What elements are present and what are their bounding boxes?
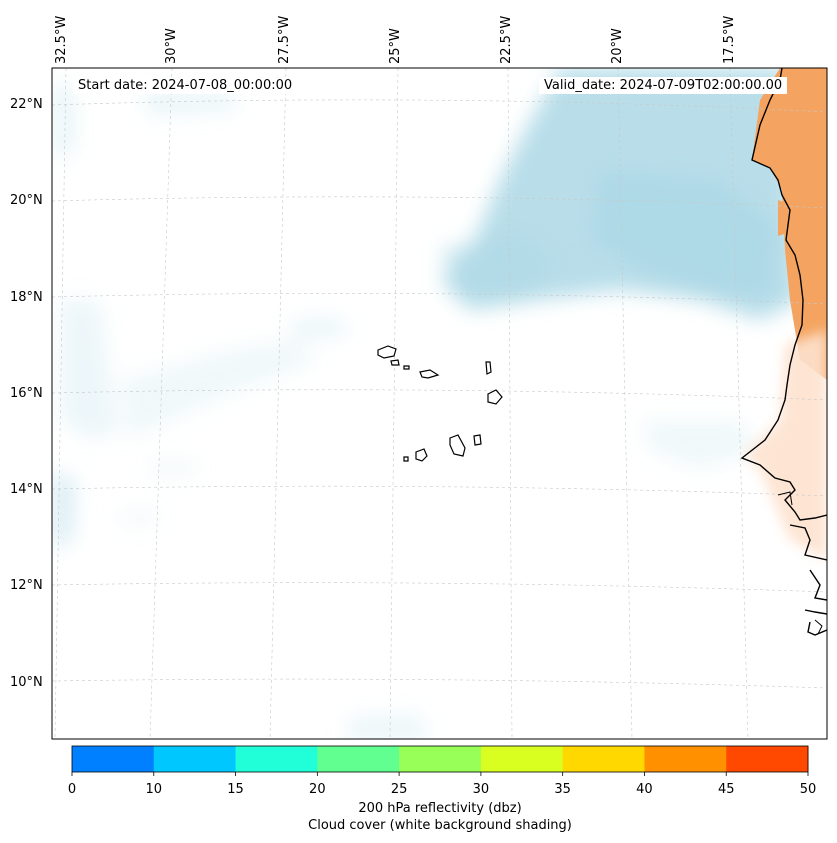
- island-santa-luzia: [403, 365, 410, 370]
- island-maio: [473, 434, 482, 446]
- colorbar-tick-label: 45: [717, 782, 735, 797]
- lat-label-20n: 20°N: [10, 193, 43, 208]
- colorbar-segment-7: [644, 746, 727, 772]
- map-frame: [51, 67, 828, 740]
- colorbar-segment-0: [72, 746, 155, 772]
- africa-inlet-1: [777, 491, 793, 506]
- lon-label-30w: 30°W: [164, 28, 179, 64]
- lat-label-10n: 10°N: [10, 675, 43, 690]
- colorbar-tick-label: 20: [309, 782, 326, 797]
- colorbar-segment-5: [480, 746, 564, 772]
- island-santo-antao: [377, 345, 397, 359]
- cape-verde-islands: [377, 345, 503, 462]
- africa-coastline: [740, 68, 827, 636]
- colorbar-tick-label: 10: [145, 782, 163, 797]
- lat-label-14n: 14°N: [10, 482, 43, 497]
- colorbar-sublabel: Cloud cover (white background shading): [308, 818, 572, 833]
- lon-label-22-5w: 22.5°W: [499, 15, 514, 64]
- colorbar-tick-label: 15: [227, 782, 244, 797]
- colorbar-tick-label: 40: [636, 782, 653, 797]
- colorbar-segment-4: [399, 746, 482, 772]
- island-brava: [403, 456, 409, 462]
- colorbar-frame: [71, 745, 809, 773]
- lat-label-22n: 22°N: [10, 97, 43, 112]
- colorbar-segment-3: [317, 746, 400, 772]
- valid-date-label: Valid_date: 2024-07-09T02:00:00.00: [539, 77, 788, 94]
- colorbar: [71, 745, 809, 776]
- colorbar-segment-6: [562, 746, 645, 772]
- lon-label-17-5w: 17.5°W: [722, 15, 737, 64]
- lon-label-25w: 25°W: [388, 28, 403, 64]
- lat-label-16n: 16°N: [10, 386, 43, 401]
- colorbar-tick-label: 25: [390, 782, 408, 797]
- island-sal: [485, 361, 492, 375]
- lon-label-27-5w: 27.5°W: [277, 15, 292, 64]
- colorbar-label: 200 hPa reflectivity (dbz): [358, 801, 522, 816]
- colorbar-tick-label: 0: [67, 782, 77, 797]
- graticule: [52, 68, 827, 739]
- colorbar-segment-1: [153, 746, 237, 772]
- lon-label-20w: 20°W: [610, 28, 625, 64]
- lon-label-32-5w: 32.5°W: [54, 15, 69, 64]
- island-sao-nicolau: [419, 369, 440, 379]
- lat-label-18n: 18°N: [10, 290, 43, 305]
- island-sao-vicente: [390, 359, 400, 366]
- colorbar-segment-2: [235, 746, 318, 772]
- colorbar-tick-label: 35: [554, 782, 571, 797]
- lat-label-12n: 12°N: [10, 578, 43, 593]
- colorbar-tick-label: 30: [472, 782, 490, 797]
- island-santiago: [449, 434, 466, 457]
- colorbar-tick-label: 50: [799, 782, 817, 797]
- dust-shading: [745, 68, 827, 560]
- africa-inlet-2: [814, 619, 823, 635]
- island-boa-vista: [487, 389, 503, 405]
- island-fogo: [415, 448, 428, 462]
- colorbar-segment-8: [726, 746, 809, 772]
- start-date-label: Start date: 2024-07-08_00:00:00: [73, 77, 298, 94]
- cloud-cover-shading: [52, 68, 800, 739]
